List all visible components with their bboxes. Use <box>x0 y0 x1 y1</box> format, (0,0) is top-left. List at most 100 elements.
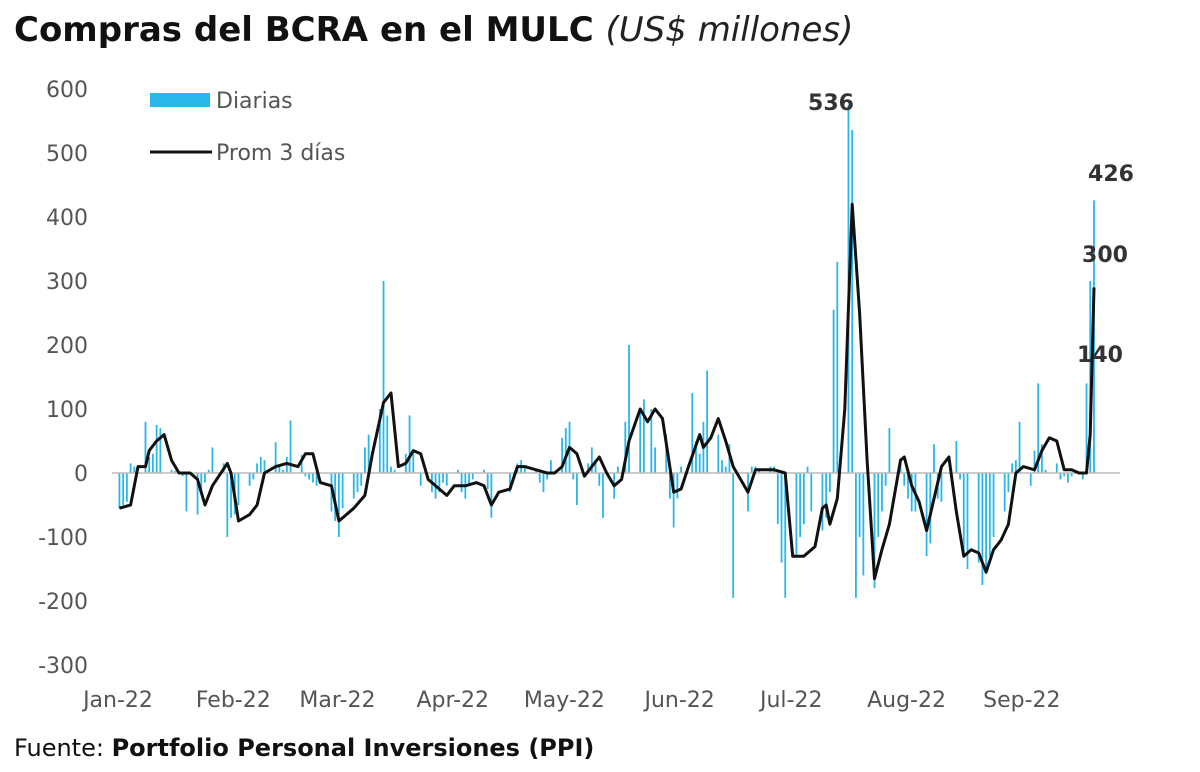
bar-diarias <box>181 473 184 477</box>
y-tick-label: 500 <box>46 142 88 167</box>
bar-diarias <box>988 473 991 557</box>
bar-diarias <box>282 469 284 473</box>
bar-diarias <box>851 129 854 473</box>
bar-diarias <box>587 463 590 473</box>
bar-diarias <box>680 466 682 473</box>
bar-diarias <box>628 345 630 473</box>
source-note: Fuente: Portfolio Personal Inversiones (… <box>14 734 594 762</box>
bar-diarias <box>122 473 125 505</box>
bar-diarias <box>654 447 656 473</box>
bar-diarias <box>308 473 311 480</box>
bar-diarias <box>698 453 701 473</box>
bar-diarias <box>486 473 489 489</box>
bar-diarias <box>304 473 307 477</box>
bar-diarias <box>1014 460 1017 473</box>
bar-diarias <box>669 473 671 499</box>
bar-diarias <box>352 473 355 499</box>
bar-diarias <box>200 473 203 489</box>
bar-diarias <box>750 466 753 473</box>
bar-diarias <box>159 428 162 473</box>
bar-diarias <box>706 370 709 473</box>
bar-diarias <box>721 460 723 473</box>
bar-diarias <box>862 473 865 576</box>
bar-diarias <box>438 473 441 493</box>
bar-diarias <box>985 473 987 573</box>
bar-diarias <box>855 473 857 598</box>
bar-diarias <box>572 473 575 480</box>
bar-diarias <box>624 421 627 473</box>
bar-diarias <box>676 473 679 499</box>
legend-swatch-diarias <box>150 93 210 107</box>
chart-title-main: Compras del BCRA en el MULC <box>14 10 594 50</box>
annotation-label: 300 <box>1082 243 1128 268</box>
x-tick-label: Feb-22 <box>196 688 271 713</box>
bar-diarias <box>992 473 995 537</box>
bar-diarias <box>695 441 697 473</box>
bar-diarias <box>471 473 474 480</box>
bar-diarias <box>285 457 288 473</box>
bar-diarias <box>561 437 563 473</box>
bar-diarias <box>1081 473 1084 480</box>
y-tick-label: 100 <box>46 398 88 423</box>
bar-diarias <box>538 473 541 483</box>
bar-diarias <box>274 442 277 473</box>
bar-diarias <box>881 473 883 512</box>
bar-diarias <box>356 473 359 493</box>
bar-diarias <box>382 281 385 473</box>
bar-diarias <box>490 473 493 518</box>
bar-diarias <box>616 466 619 473</box>
bar-diarias <box>955 441 958 473</box>
bar-diarias <box>483 469 485 473</box>
chart-title: Compras del BCRA en el MULC (US$ millone… <box>14 10 853 50</box>
y-tick-label: -200 <box>38 590 88 615</box>
bar-diarias <box>315 473 318 486</box>
bar-diarias <box>959 473 961 480</box>
bar-diarias <box>174 471 177 473</box>
bar-diarias <box>590 447 593 473</box>
bar-diarias <box>341 473 344 509</box>
bar-diarias <box>1018 421 1021 473</box>
bar-diarias <box>966 473 969 569</box>
bar-diarias <box>155 425 158 473</box>
bar-diarias <box>873 473 876 589</box>
bar-diarias <box>799 473 802 537</box>
bar-diarias <box>1055 463 1058 473</box>
bar-diarias <box>1029 473 1032 486</box>
bar-diarias <box>144 421 147 473</box>
bar-diarias <box>390 466 392 473</box>
bar-diarias <box>836 261 839 473</box>
bar-diarias <box>1037 383 1040 473</box>
annotation-label: 536 <box>808 91 854 116</box>
bar-diarias <box>907 473 909 499</box>
bar-diarias <box>185 473 188 512</box>
bar-diarias <box>825 473 828 518</box>
bar-diarias <box>884 473 887 486</box>
bar-diarias <box>248 473 251 486</box>
bar-diarias <box>1007 473 1010 493</box>
x-tick-label: Apr-22 <box>416 688 489 713</box>
bar-diarias <box>278 466 281 473</box>
bar-diarias <box>564 428 567 473</box>
bar-diarias <box>925 473 928 557</box>
bar-diarias <box>910 473 913 512</box>
y-tick-label: 300 <box>46 270 88 295</box>
bar-diarias <box>1044 469 1047 473</box>
legend-label-prom: Prom 3 días <box>216 141 345 166</box>
bar-diarias <box>758 469 761 473</box>
x-tick-label: May-22 <box>524 688 605 713</box>
bar-diarias <box>802 473 805 525</box>
bar-diarias <box>207 469 210 473</box>
bar-diarias <box>780 473 783 563</box>
bar-diarias <box>367 434 370 473</box>
bar-diarias <box>311 473 314 483</box>
bar-diarias <box>226 473 229 537</box>
bar-diarias <box>393 469 396 473</box>
bar-diarias <box>672 473 675 528</box>
bar-diarias <box>642 399 645 473</box>
bar-diarias <box>821 473 824 531</box>
bar-diarias <box>650 409 653 473</box>
y-tick-label: 400 <box>46 206 88 231</box>
bar-diarias <box>408 415 411 473</box>
bar-diarias <box>1063 473 1066 477</box>
bar-diarias <box>1011 463 1014 473</box>
